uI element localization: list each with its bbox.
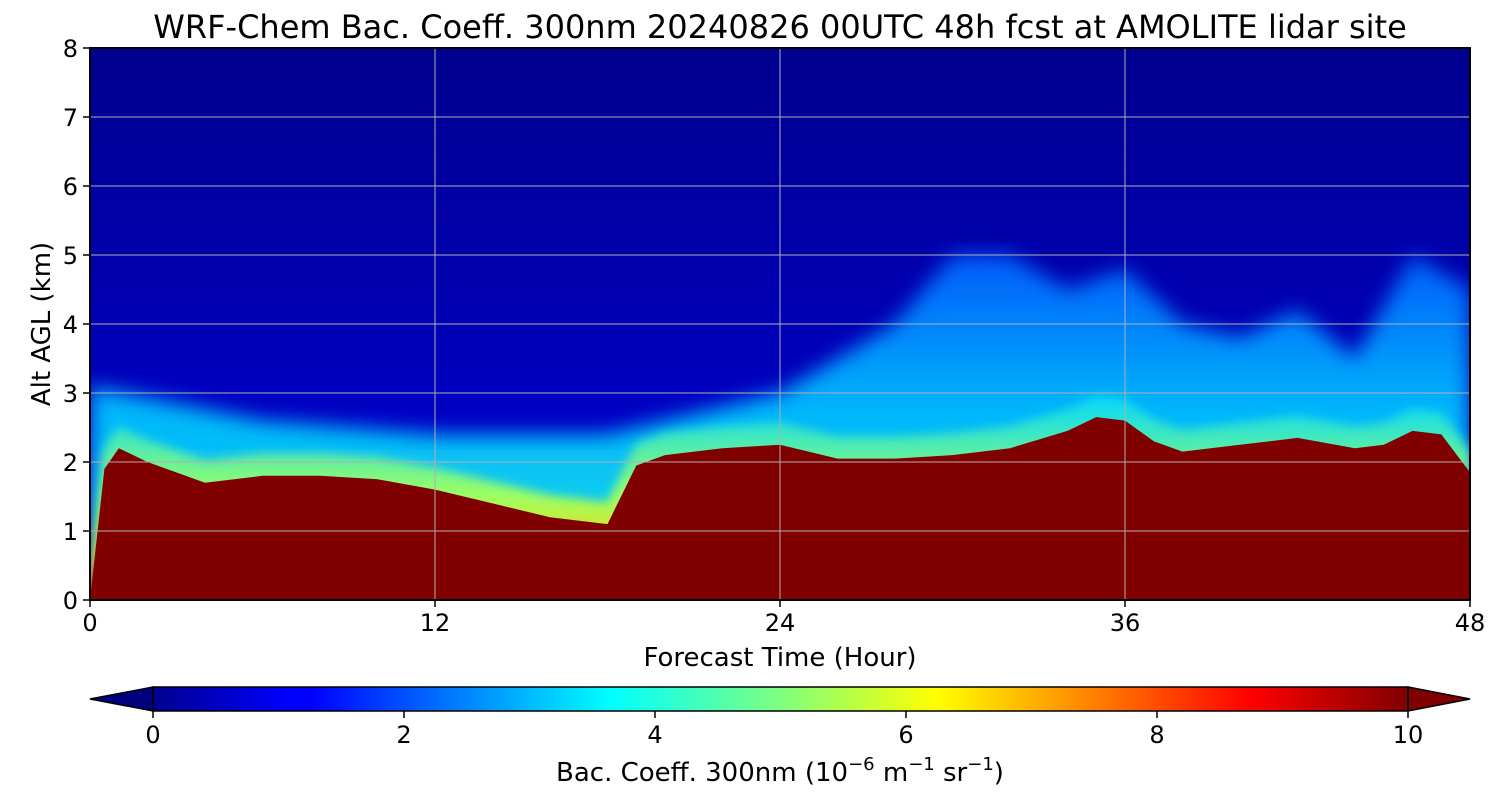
colorbar-label: Bac. Coeff. 300nm (10−6 m−1 sr−1) — [556, 754, 1004, 788]
y-tick-label: 3 — [63, 380, 78, 408]
chart-title: WRF-Chem Bac. Coeff. 300nm 20240826 00UT… — [153, 8, 1407, 46]
colorbar: 0 2 4 6 8 10 Bac. Coeff. 300nm (10−6 m−1 sr−1… — [89, 686, 1471, 788]
y-tick-label: 6 — [63, 173, 78, 201]
colorbar-tick-label: 2 — [396, 721, 411, 749]
colorbar-tick-label: 8 — [1149, 721, 1164, 749]
grid — [90, 48, 1470, 600]
colorbar-gradient — [153, 687, 1408, 711]
x-tick-label: 0 — [82, 609, 97, 637]
colorbar-ticks: 0 2 4 6 8 10 — [145, 711, 1423, 749]
colorbar-tick-label: 10 — [1393, 721, 1424, 749]
x-tick-label: 36 — [1110, 609, 1141, 637]
y-axis-label: Alt AGL (km) — [27, 242, 57, 406]
x-tick-label: 24 — [765, 609, 796, 637]
y-tick-label: 0 — [63, 587, 78, 615]
y-tick-label: 5 — [63, 242, 78, 270]
plot-area — [90, 48, 1470, 600]
y-tick-label: 2 — [63, 449, 78, 477]
y-tick-label: 1 — [63, 518, 78, 546]
y-tick-label: 7 — [63, 104, 78, 132]
colorbar-tick-label: 0 — [145, 721, 160, 749]
colorbar-frame — [152, 686, 1409, 712]
x-axis-label: Forecast Time (Hour) — [643, 643, 916, 673]
y-tick-label: 8 — [63, 35, 78, 63]
colorbar-tick-label: 6 — [898, 721, 913, 749]
colorbar-extend-high — [1407, 686, 1471, 712]
x-tick-label: 12 — [420, 609, 451, 637]
y-tick-label: 4 — [63, 311, 78, 339]
colorbar-tick-label: 4 — [647, 721, 662, 749]
colorbar-extend-low — [89, 686, 154, 712]
x-tick-label: 48 — [1455, 609, 1486, 637]
